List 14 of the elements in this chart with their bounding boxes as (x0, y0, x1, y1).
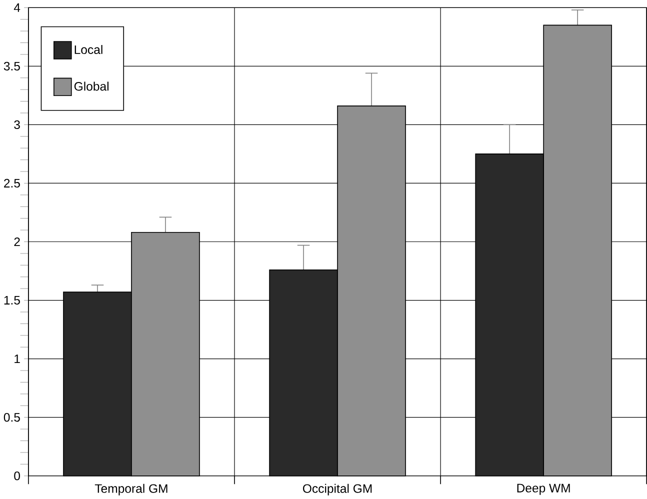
legend-label: Global (74, 82, 108, 91)
y-tick-label: 4 (14, 4, 20, 12)
y-tick-label: 2.5 (4, 179, 20, 188)
x-tick-label: Occipital GM (302, 484, 372, 496)
y-tick-label: 3 (14, 120, 20, 130)
x-tick-label: Deep WM (517, 484, 570, 496)
y-tick-label: 3.5 (4, 62, 20, 71)
y-tick-label: 0 (14, 472, 20, 480)
y-tick-label: 2 (14, 238, 20, 246)
y-tick-label: 1.5 (4, 296, 20, 305)
x-tick-label: Temporal GM (94, 484, 168, 496)
y-tick-label: 1 (14, 354, 20, 364)
y-tick-label: 0.5 (4, 413, 20, 422)
legend-label: Local (74, 45, 102, 54)
